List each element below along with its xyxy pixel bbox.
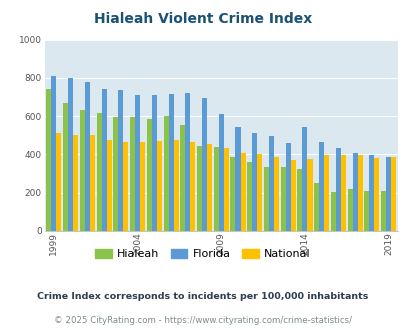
- Bar: [302, 127, 307, 231]
- Bar: [185, 93, 190, 231]
- Text: Crime Index corresponds to incidents per 100,000 inhabitants: Crime Index corresponds to incidents per…: [37, 292, 368, 301]
- Bar: [252, 133, 257, 231]
- Bar: [364, 191, 369, 231]
- Bar: [318, 142, 324, 231]
- Bar: [168, 94, 173, 231]
- Bar: [273, 157, 278, 231]
- Bar: [247, 162, 252, 231]
- Bar: [223, 148, 228, 231]
- Bar: [269, 136, 273, 231]
- Bar: [163, 116, 168, 231]
- Bar: [380, 191, 385, 231]
- Bar: [85, 82, 90, 231]
- Bar: [335, 148, 340, 231]
- Bar: [390, 157, 395, 231]
- Bar: [101, 89, 107, 231]
- Bar: [330, 192, 335, 231]
- Bar: [202, 98, 207, 231]
- Bar: [151, 95, 156, 231]
- Bar: [213, 147, 218, 231]
- Bar: [230, 157, 235, 231]
- Bar: [90, 135, 95, 231]
- Bar: [285, 143, 290, 231]
- Legend: Hialeah, Florida, National: Hialeah, Florida, National: [90, 244, 315, 263]
- Bar: [369, 155, 373, 231]
- Bar: [190, 142, 195, 231]
- Bar: [357, 155, 362, 231]
- Bar: [297, 169, 302, 231]
- Bar: [123, 142, 128, 231]
- Bar: [80, 111, 85, 231]
- Bar: [68, 78, 73, 231]
- Bar: [180, 125, 185, 231]
- Bar: [347, 189, 352, 231]
- Bar: [257, 154, 262, 231]
- Bar: [324, 155, 328, 231]
- Bar: [156, 141, 162, 231]
- Bar: [235, 127, 240, 231]
- Bar: [240, 153, 245, 231]
- Bar: [51, 76, 56, 231]
- Bar: [118, 90, 123, 231]
- Bar: [352, 152, 357, 231]
- Bar: [73, 135, 78, 231]
- Bar: [313, 183, 318, 231]
- Bar: [263, 167, 269, 231]
- Text: Hialeah Violent Crime Index: Hialeah Violent Crime Index: [94, 12, 311, 25]
- Bar: [107, 140, 111, 231]
- Bar: [135, 95, 140, 231]
- Text: © 2025 CityRating.com - https://www.cityrating.com/crime-statistics/: © 2025 CityRating.com - https://www.city…: [54, 316, 351, 325]
- Bar: [173, 140, 178, 231]
- Bar: [207, 144, 211, 231]
- Bar: [140, 142, 145, 231]
- Bar: [130, 117, 135, 231]
- Bar: [56, 133, 61, 231]
- Bar: [147, 119, 151, 231]
- Bar: [307, 159, 312, 231]
- Bar: [113, 117, 118, 231]
- Bar: [373, 158, 379, 231]
- Bar: [340, 155, 345, 231]
- Bar: [290, 160, 295, 231]
- Bar: [218, 114, 223, 231]
- Bar: [96, 113, 101, 231]
- Bar: [385, 157, 390, 231]
- Bar: [63, 103, 68, 231]
- Bar: [196, 146, 202, 231]
- Bar: [280, 167, 285, 231]
- Bar: [46, 89, 51, 231]
